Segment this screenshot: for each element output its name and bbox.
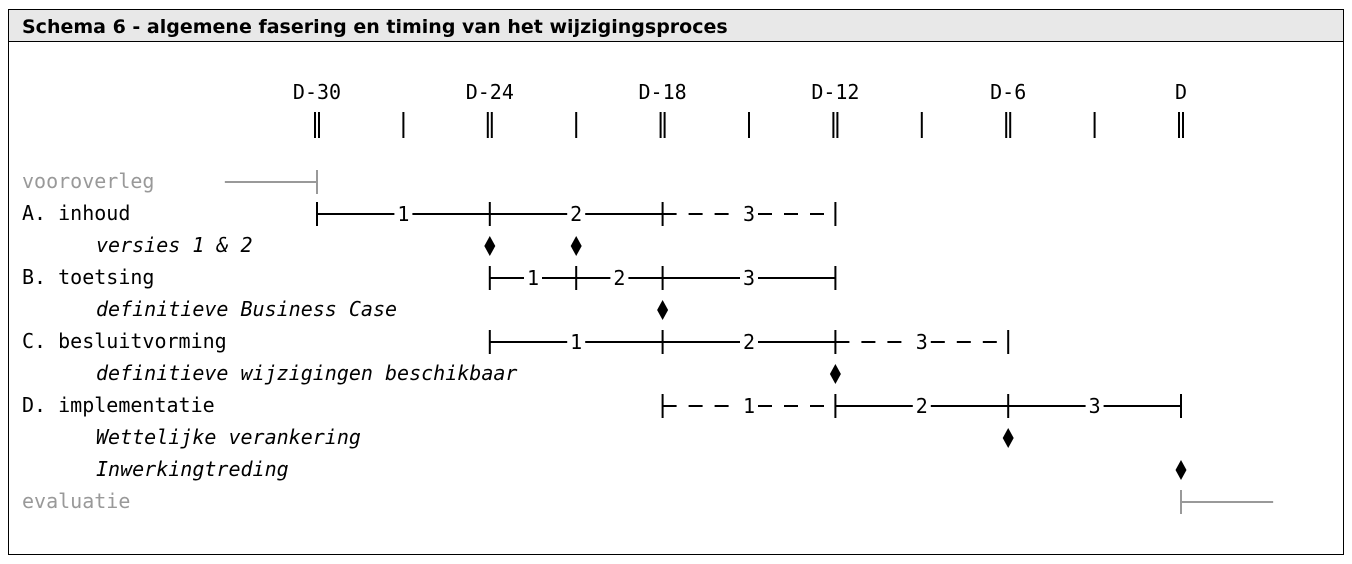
row-label: C. besluitvorming (22, 329, 227, 353)
phase-number: 1 (743, 394, 755, 418)
row-label: versies 1 & 2 (96, 233, 253, 257)
phase-number: 1 (527, 266, 539, 290)
tick-label: D-30 (293, 80, 341, 104)
tick-label: D (1175, 80, 1187, 104)
phase-number: 1 (397, 202, 409, 226)
tick-label: D-24 (466, 80, 514, 104)
phase-number: 3 (743, 266, 755, 290)
phase-number: 3 (916, 330, 928, 354)
row-label: A. inhoud (22, 201, 130, 225)
tick-label: D-6 (990, 80, 1026, 104)
row-label: definitieve Business Case (96, 297, 397, 321)
milestone-diamond-icon (657, 300, 669, 320)
row-label: evaluatie (22, 489, 130, 513)
milestone-diamond-icon (570, 236, 582, 256)
phase-number: 2 (570, 202, 582, 226)
phase-number: 3 (743, 202, 755, 226)
row-label: B. toetsing (22, 265, 154, 289)
phase-number: 2 (916, 394, 928, 418)
row-label: definitieve wijzigingen beschikbaar (96, 361, 517, 385)
row-label: vooroverleg (22, 169, 154, 193)
tick-label: D-18 (639, 80, 687, 104)
title-bar: Schema 6 - algemene fasering en timing v… (9, 10, 1343, 42)
row-label: Inwerkingtreding (96, 457, 289, 481)
milestone-diamond-icon (1175, 460, 1187, 480)
milestone-diamond-icon (829, 364, 841, 384)
phase-number: 3 (1089, 394, 1101, 418)
diagram-frame: Schema 6 - algemene fasering en timing v… (8, 9, 1344, 555)
phase-number: 2 (743, 330, 755, 354)
diagram-title: Schema 6 - algemene fasering en timing v… (22, 16, 728, 38)
row-label: Wettelijke verankering (96, 425, 361, 449)
tick-label: D-12 (811, 80, 859, 104)
phase-number: 2 (613, 266, 625, 290)
milestone-diamond-icon (1002, 428, 1014, 448)
milestone-diamond-icon (484, 236, 496, 256)
phase-number: 1 (570, 330, 582, 354)
row-label: D. implementatie (22, 393, 215, 417)
